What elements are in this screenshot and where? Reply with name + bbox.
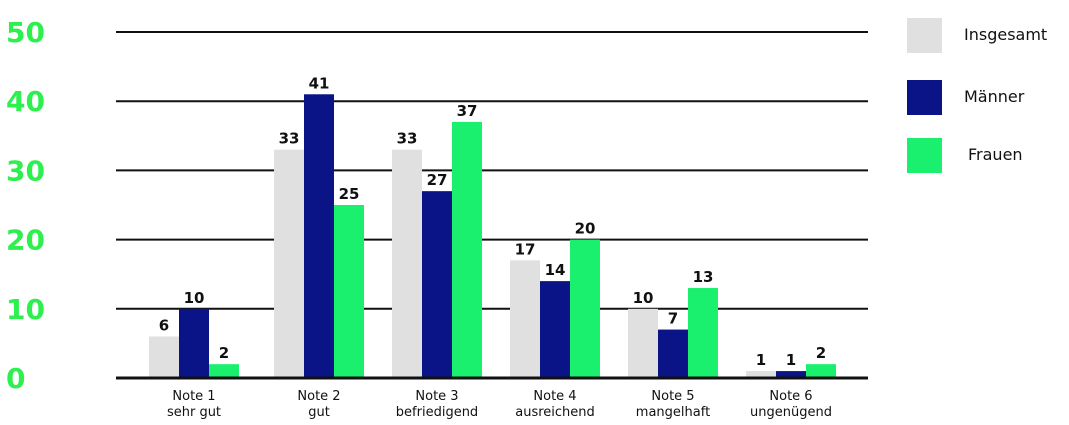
bar	[209, 364, 239, 378]
y-axis-ticks: 0 10 20 30 40 50	[6, 16, 45, 395]
bars	[149, 94, 836, 379]
bar	[452, 121, 482, 379]
bar-value-label: 2	[816, 344, 826, 362]
bar	[392, 149, 422, 378]
bar-value-label: 10	[633, 289, 654, 307]
legend-label: Männer	[964, 87, 1025, 106]
gridlines	[116, 31, 868, 310]
bar-value-label: 7	[668, 310, 678, 328]
bar	[806, 364, 836, 378]
x-tick-label: Note 2 gut	[297, 389, 340, 420]
y-tick-label: 20	[6, 224, 45, 257]
legend-swatch	[907, 138, 942, 173]
bar-value-label: 25	[339, 185, 360, 203]
legend-swatch	[907, 80, 942, 115]
x-tick-label: Note 6 ungenügend	[750, 389, 832, 420]
bar-value-label: 33	[279, 130, 300, 148]
x-axis-labels: Note 1 sehr gut Note 2 gut Note 3 befriedigen…	[167, 389, 832, 420]
bar-value-label: 27	[427, 171, 448, 189]
bar-value-label: 13	[693, 268, 714, 286]
bar-value-label: 33	[397, 130, 418, 148]
bar-value-label: 37	[457, 102, 478, 120]
x-tick-label: Note 1 sehr gut	[167, 389, 221, 420]
bar	[658, 329, 688, 378]
bar-value-label: 2	[219, 344, 229, 362]
bar-value-label: 6	[159, 316, 169, 334]
y-tick-label: 30	[6, 154, 45, 187]
bar	[334, 205, 364, 378]
legend-swatch	[907, 18, 942, 53]
x-tick-label: Note 5 mangelhaft	[636, 389, 710, 420]
bar	[304, 94, 334, 378]
bar	[746, 371, 776, 378]
bar	[179, 308, 209, 378]
bar-value-label: 17	[515, 240, 536, 258]
bar-value-label: 41	[309, 74, 330, 92]
legend-label: Insgesamt	[964, 25, 1047, 44]
bar	[422, 191, 452, 378]
bar	[274, 149, 304, 378]
x-tick-label: Note 3 befriedigend	[396, 389, 478, 420]
y-tick-label: 50	[6, 16, 45, 49]
y-tick-label: 0	[6, 362, 25, 395]
bar-value-label: 1	[756, 351, 766, 369]
legend-label: Frauen	[968, 145, 1023, 164]
bar	[540, 281, 570, 378]
y-tick-label: 10	[6, 293, 45, 326]
bar-value-label: 10	[184, 289, 205, 307]
value-labels: 6 10 2 33 41 25 33 27 37 17 14 20 10 7 13 1 1 2	[159, 74, 826, 369]
y-tick-label: 40	[6, 85, 45, 118]
bar	[510, 260, 540, 378]
bar-value-label: 14	[545, 261, 566, 279]
bar	[570, 239, 600, 378]
bar-value-label: 1	[786, 351, 796, 369]
legend: Insgesamt Männer Frauen	[907, 18, 1047, 173]
bar	[776, 371, 806, 378]
x-tick-label: Note 4 ausreichend	[515, 389, 595, 420]
bar	[149, 336, 179, 378]
bar	[628, 308, 658, 378]
bar-value-label: 20	[575, 220, 596, 238]
bar	[688, 288, 718, 378]
